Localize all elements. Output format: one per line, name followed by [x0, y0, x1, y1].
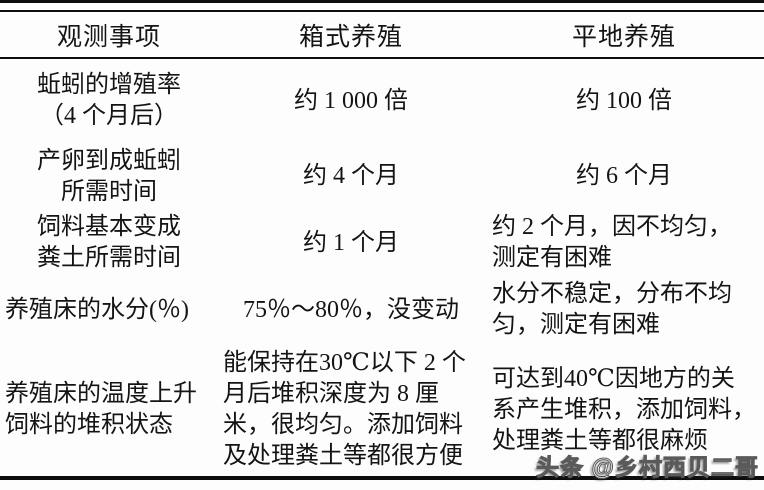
cell-box-bed-temperature-piling: 能保持在30℃以下 2 个 月后堆积深度为 8 厘 米，很均匀。添加饲料 及处理… [223, 350, 466, 469]
header-observation-item: 观测事项 [0, 12, 218, 59]
table-header-row: 观测事项 箱式养殖 平地养殖 [0, 12, 764, 59]
cell-flat-bed-temperature-piling: 可达到40℃因地方的关 系产生堆积，添加饲料， 处理粪土等都很麻烦 [492, 365, 756, 454]
cell-box-egg-to-adult-time: 约 4 个月 [303, 163, 399, 189]
cell-flat-egg-to-adult-time: 约 6 个月 [576, 163, 672, 189]
table-top-rule [0, 0, 764, 3]
cell-flat-feed-to-cast-time: 约 2 个月，因不均匀， 测定有困难 [492, 214, 732, 271]
table-bottom-rule [0, 476, 764, 480]
table-row: 蚯蚓的增殖率 （4 个月后） 约 1 000 倍 约 100 倍 [0, 58, 764, 143]
cell-box-multiplication-rate: 约 1 000 倍 [294, 87, 408, 114]
comparison-table: 观测事项 箱式养殖 平地养殖 蚯蚓的增殖率 （4 个月后） 约 1 000 倍 … [0, 12, 764, 476]
cell-item-feed-to-cast-time: 饲料基本变成 粪土所需时间 [37, 214, 181, 271]
header-flat-farming: 平地养殖 [484, 12, 764, 59]
cell-box-feed-to-cast-time: 约 1 个月 [303, 229, 399, 256]
cell-flat-bed-moisture: 水分不稳定，分布不均 匀，测定有困难 [492, 281, 732, 338]
header-box-farming: 箱式养殖 [218, 12, 484, 59]
cell-item-bed-temperature-piling: 养殖床的温度上升 饲料的堆积状态 [5, 381, 197, 438]
cell-item-bed-moisture: 养殖床的水分(％) [5, 296, 189, 323]
table-row: 养殖床的温度上升 饲料的堆积状态 能保持在30℃以下 2 个 月后堆积深度为 8… [0, 344, 764, 476]
table-row: 饲料基本变成 粪土所需时间 约 1 个月 约 2 个月，因不均匀， 测定有困难 [0, 210, 764, 276]
table-row: 产卵到成蚯蚓 所需时间 约 4 个月 约 6 个月 [0, 143, 764, 210]
cell-item-egg-to-adult-time: 产卵到成蚯蚓 所需时间 [37, 147, 181, 205]
cell-box-bed-moisture: 75％～80％，没变动 [243, 296, 459, 323]
table-row: 养殖床的水分(％) 75％～80％，没变动 水分不稳定，分布不均 匀，测定有困难 [0, 276, 764, 344]
table-top-inner-rule [0, 10, 764, 12]
cell-flat-multiplication-rate: 约 100 倍 [576, 87, 672, 114]
toutiao-watermark: 头条 @乡村西贝二哥 [536, 454, 759, 481]
cell-item-multiplication-rate: 蚯蚓的增殖率 （4 个月后） [37, 72, 181, 129]
